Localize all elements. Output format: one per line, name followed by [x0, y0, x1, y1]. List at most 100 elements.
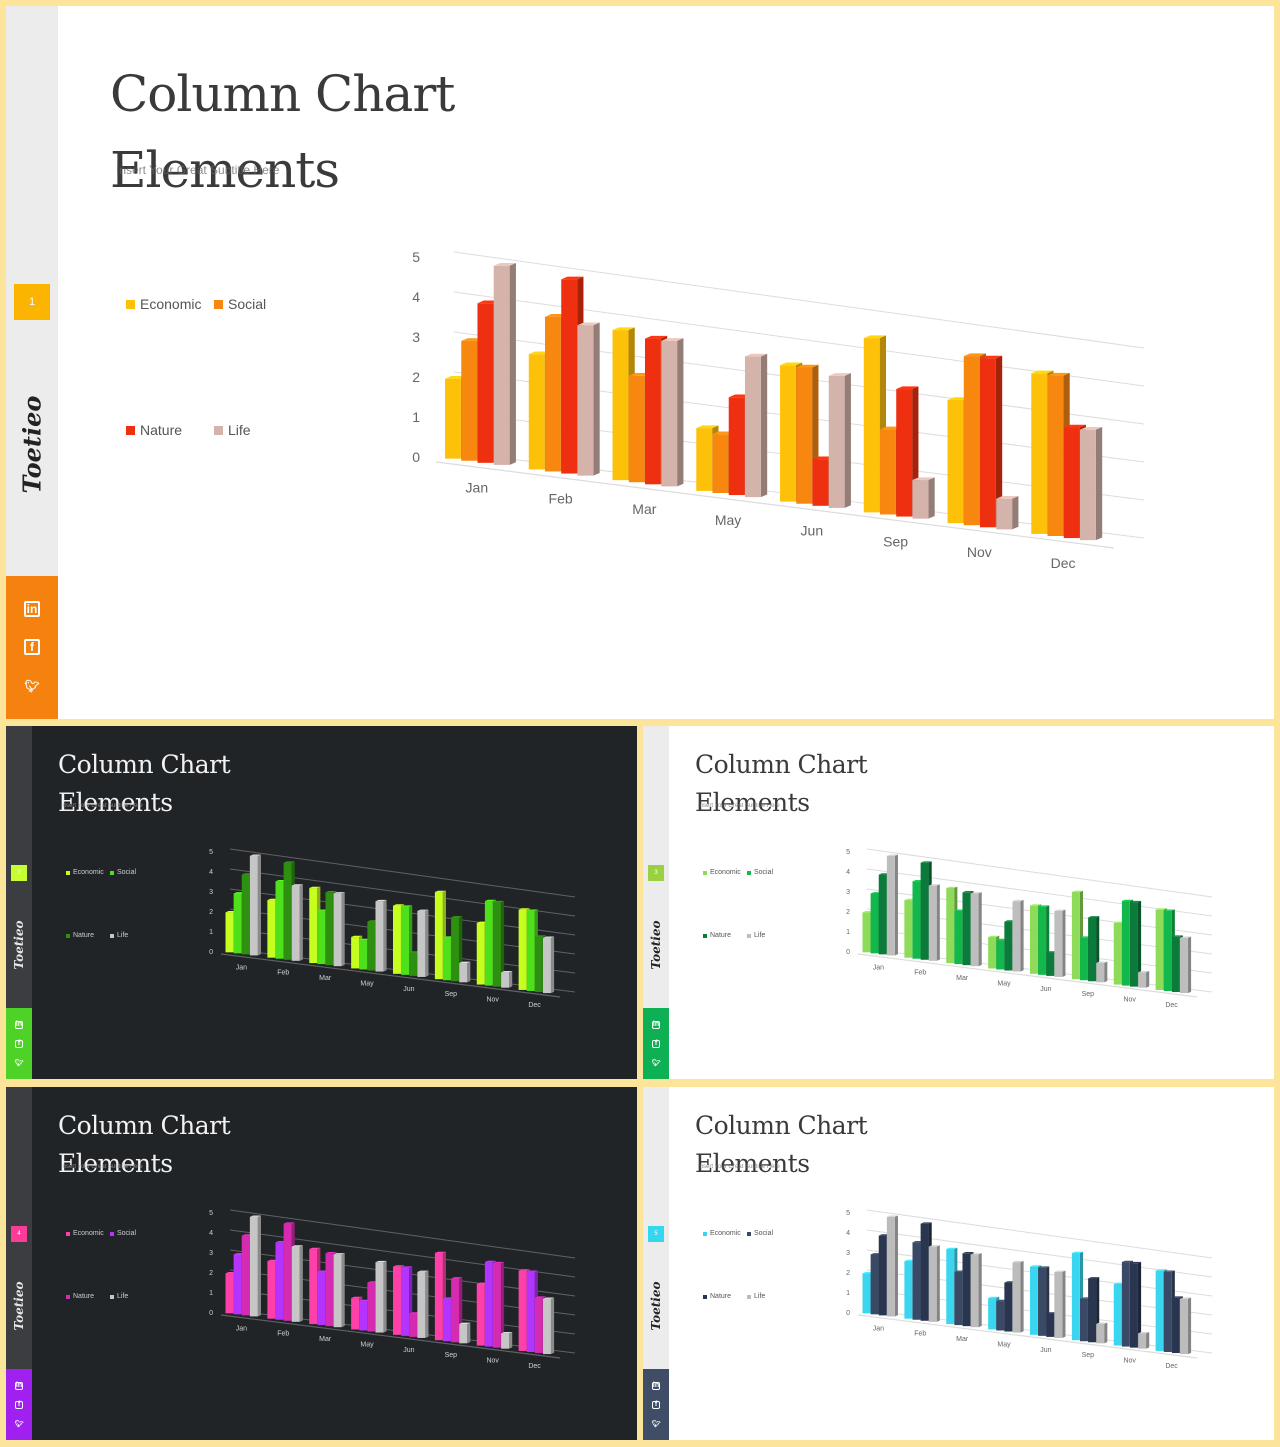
- twitter-icon[interactable]: 🐦︎: [24, 678, 40, 693]
- x-tick-label: Jun: [403, 986, 414, 993]
- slide-title: Column Chart Elements: [695, 746, 868, 822]
- legend-item-life: Life: [110, 1293, 128, 1300]
- y-tick-label: 3: [412, 329, 420, 345]
- y-tick-label: 5: [846, 1210, 850, 1217]
- chart-svg: 0 1 2 3 4 5 Jan Feb Mar May Jun Sep Nov Dec: [412, 249, 1145, 571]
- bar-life-feb: [928, 1245, 940, 1322]
- x-tick-label: Sep: [1082, 1352, 1095, 1359]
- social-links: in f 🐦︎: [6, 1008, 32, 1079]
- legend-swatch: [703, 870, 707, 875]
- column-chart: 0 1 2 3 4 5 Jan Feb Mar May Jun Sep Nov Dec: [193, 1202, 576, 1377]
- facebook-icon[interactable]: f: [652, 1039, 660, 1048]
- x-tick-label: Jun: [403, 1347, 414, 1354]
- facebook-icon[interactable]: f: [15, 1400, 23, 1409]
- chart-svg: 0 1 2 3 4 5 Jan Feb Mar May Jun Sep Nov Dec: [209, 848, 576, 1009]
- twitter-icon[interactable]: 🐦︎: [14, 1420, 24, 1428]
- y-tick-label: 2: [846, 1270, 850, 1277]
- social-links: in f 🐦︎: [643, 1369, 669, 1440]
- x-tick-label: Jan: [236, 964, 247, 971]
- legend-item-social: Social: [110, 869, 136, 876]
- facebook-icon[interactable]: f: [15, 1039, 23, 1048]
- legend-item-nature: Nature: [703, 932, 731, 939]
- legend-label: Economic: [73, 1230, 104, 1237]
- legend-swatch: [126, 425, 135, 435]
- legend-label: Nature: [73, 1293, 95, 1300]
- x-tick-label: Dec: [1165, 1002, 1178, 1009]
- twitter-icon[interactable]: 🐦︎: [14, 1059, 24, 1067]
- slide-title-line-2: Elements: [58, 788, 173, 817]
- facebook-icon[interactable]: f: [652, 1400, 660, 1409]
- linkedin-icon[interactable]: in: [15, 1381, 23, 1390]
- legend-swatch: [214, 425, 223, 435]
- chart-svg: 0 1 2 3 4 5 Jan Feb Mar May Jun Sep Nov Dec: [846, 1209, 1213, 1370]
- bar-life-sep: [1096, 1322, 1108, 1344]
- twitter-icon[interactable]: 🐦︎: [651, 1420, 661, 1428]
- y-tick-label: 1: [846, 929, 850, 936]
- linkedin-icon[interactable]: in: [652, 1020, 660, 1029]
- linkedin-icon[interactable]: in: [652, 1381, 660, 1390]
- x-tick-label: Feb: [549, 490, 573, 506]
- bar-life-jun: [1054, 1270, 1066, 1338]
- legend-item-nature: Nature: [66, 932, 94, 939]
- legend-label: Economic: [140, 296, 202, 312]
- x-tick-label: Nov: [967, 544, 992, 560]
- legend-item-nature: Nature: [703, 1293, 731, 1300]
- brand-logo: Toetieo: [649, 1281, 663, 1331]
- y-tick-label: 2: [209, 909, 213, 916]
- x-tick-label: Feb: [277, 1331, 289, 1338]
- bar-life-nov: [996, 496, 1019, 530]
- floor-edge: [857, 1314, 1198, 1359]
- linkedin-icon[interactable]: in: [15, 1020, 23, 1029]
- slide-5: 5 Toetieo in f 🐦︎ Column Chart Elements …: [643, 1087, 1274, 1440]
- x-tick-label: May: [360, 1341, 374, 1348]
- bar-life-dec: [1179, 1297, 1192, 1355]
- y-tick-label: 3: [209, 889, 213, 896]
- legend-swatch: [66, 1294, 70, 1299]
- bar-life-nov: [501, 1332, 513, 1349]
- slide-title-line-1: Column Chart: [695, 1111, 868, 1140]
- slide-title: Column Chart Elements: [695, 1107, 868, 1183]
- x-tick-label: Nov: [486, 997, 499, 1004]
- bar-life-mar: [333, 1253, 345, 1328]
- y-tick-label: 4: [209, 1230, 213, 1237]
- slide-title-line-2: Elements: [695, 788, 810, 817]
- bar-life-nov: [1138, 1332, 1150, 1349]
- x-tick-label: Feb: [914, 1331, 926, 1338]
- legend-label: Nature: [710, 1293, 732, 1300]
- bar-nature-nov: [492, 900, 505, 987]
- x-tick-label: Dec: [1165, 1363, 1178, 1370]
- bar-life-jun: [417, 909, 429, 977]
- chart-legend: Economic Social Nature Life: [66, 864, 166, 939]
- floor-edge: [220, 953, 561, 998]
- facebook-icon[interactable]: f: [24, 639, 40, 656]
- slide-2: 2 Toetieo in f 🐦︎ Column Chart Elements …: [6, 726, 637, 1079]
- bar-nature-nov: [492, 1261, 505, 1348]
- column-chart: 0 1 2 3 4 5 Jan Feb Mar May Jun Sep Nov Dec: [830, 1202, 1213, 1377]
- linkedin-icon[interactable]: in: [24, 601, 40, 618]
- y-tick-label: 5: [846, 849, 850, 856]
- bar-life-sep: [912, 477, 935, 519]
- legend-item-life: Life: [214, 422, 251, 438]
- bar-life-nov: [1138, 971, 1150, 988]
- bar-life-dec: [1179, 936, 1192, 994]
- legend-label: Life: [117, 932, 129, 939]
- legend-item-life: Life: [747, 1293, 765, 1300]
- y-tick-label: 3: [209, 1250, 213, 1257]
- gridline: [453, 251, 1145, 349]
- twitter-icon[interactable]: 🐦︎: [651, 1059, 661, 1067]
- slide-title: Column Chart Elements: [58, 746, 231, 822]
- legend-label: Social: [117, 869, 137, 876]
- legend-label: Social: [117, 1230, 137, 1237]
- legend-item-social: Social: [110, 1230, 136, 1237]
- slide-3: 3 Toetieo in f 🐦︎ Column Chart Elements …: [643, 726, 1274, 1079]
- floor-edge: [220, 1314, 561, 1359]
- slide-subtitle: Insert Your Great Subtitle Here: [116, 163, 280, 177]
- legend-label: Nature: [140, 422, 183, 438]
- x-tick-label: Mar: [956, 1336, 969, 1343]
- gridline: [866, 1209, 1213, 1259]
- x-tick-label: Dec: [528, 1002, 541, 1009]
- y-tick-label: 1: [209, 1290, 213, 1297]
- x-tick-label: Feb: [277, 970, 289, 977]
- legend-item-economic: Economic: [66, 1230, 104, 1237]
- y-tick-label: 5: [209, 1210, 213, 1217]
